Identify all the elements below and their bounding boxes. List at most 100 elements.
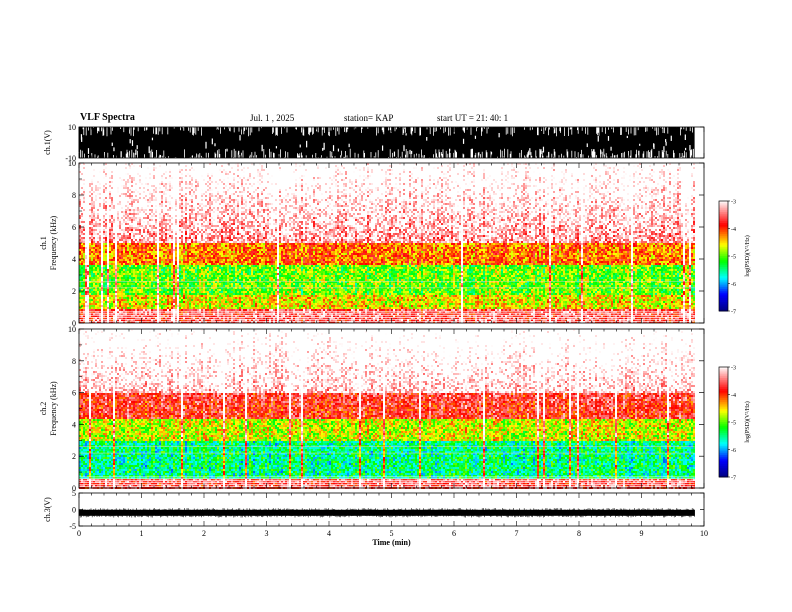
spectrogram-cell: [481, 209, 483, 211]
spectrogram-cell: [515, 215, 517, 217]
spectrogram-cell: [91, 215, 93, 217]
spectrogram-cell: [409, 235, 411, 237]
spectrogram-cell: [483, 193, 485, 195]
spectrogram-cell: [205, 191, 207, 193]
spectrogram-cell: [91, 187, 93, 189]
spectrogram-cell: [81, 231, 83, 233]
spectrogram-cell: [81, 195, 83, 197]
spectrogram-cell: [503, 233, 505, 235]
spectrogram-cell: [209, 227, 211, 229]
spectrogram-cell: [415, 237, 417, 239]
spectrogram-cell: [637, 205, 639, 207]
spectrogram-cell: [183, 195, 185, 197]
spectrogram-cell: [211, 203, 213, 205]
spectrogram-cell: [123, 229, 125, 231]
spectrogram-cell: [113, 237, 115, 239]
spectrogram-cell: [533, 207, 535, 209]
spectrogram-cell: [161, 223, 163, 225]
spectrogram-cell: [569, 201, 571, 203]
spectrogram-cell: [553, 209, 555, 211]
spectrogram-cell: [139, 187, 141, 189]
spectrogram-cell: [517, 197, 519, 199]
spectrogram-cell: [229, 199, 231, 201]
spectrogram-cell: [577, 231, 579, 233]
spectrogram-cell: [623, 227, 625, 229]
spectrogram-cell: [275, 231, 277, 233]
spectrogram-cell: [191, 211, 193, 213]
spectrogram-cell: [365, 189, 367, 191]
spectrogram-cell: [545, 235, 547, 237]
spectrogram-cell: [419, 233, 421, 235]
spectrogram-cell: [111, 203, 113, 205]
spectrogram-cell: [423, 205, 425, 207]
spectrogram-cell: [91, 195, 93, 197]
spectrogram-cell: [179, 229, 181, 231]
spectrogram-cell: [343, 213, 345, 215]
spectrogram-cell: [413, 201, 415, 203]
spectrogram-cell: [153, 185, 155, 187]
spectrogram-cell: [317, 201, 319, 203]
spectrogram-cell: [143, 191, 145, 193]
spectrogram-cell: [363, 183, 365, 185]
spectrogram-cell: [513, 211, 515, 213]
spectrogram-cell: [691, 175, 693, 177]
spectrogram-cell: [507, 205, 509, 207]
spectrogram-cell: [415, 229, 417, 231]
spectrogram-cell: [443, 229, 445, 231]
spectrogram-cell: [587, 219, 589, 221]
spectrogram-cell: [509, 217, 511, 219]
spectrogram-cell: [449, 237, 451, 239]
spectrogram-cell: [161, 181, 163, 183]
spectrogram-cell: [289, 219, 291, 221]
spectrogram-cell: [679, 201, 681, 203]
spectrogram-cell: [531, 229, 533, 231]
spectrogram-cell: [403, 169, 405, 171]
spectrogram-cell: [293, 197, 295, 199]
spectrogram-cell: [349, 231, 351, 233]
spectrogram-cell: [503, 201, 505, 203]
spectrogram-cell: [233, 237, 235, 239]
spectrogram-cell: [499, 233, 501, 235]
spectrogram-cell: [441, 211, 443, 213]
ch1-waveform-gap: [639, 143, 641, 146]
spectrogram-cell: [261, 239, 263, 241]
spectrogram-cell: [639, 223, 641, 225]
spectrogram-cell: [463, 193, 465, 195]
spectrogram-cell: [131, 179, 133, 181]
spectrogram-cell: [647, 211, 649, 213]
spectrogram-cell: [149, 191, 151, 193]
spectrogram-cell: [433, 231, 435, 233]
spectrogram-cell: [451, 197, 453, 199]
spectrogram-cell: [525, 219, 527, 221]
spectrogram-cell: [517, 199, 519, 201]
spectrogram-cell: [395, 215, 397, 217]
spectrogram-cell: [345, 173, 347, 175]
spectrogram-cell: [663, 165, 665, 167]
spectrogram-cell: [175, 219, 177, 221]
spectrogram-cell: [591, 237, 593, 239]
spectrogram-cell: [321, 211, 323, 213]
spectrogram-cell: [503, 177, 505, 179]
ch1-waveform-gap: [148, 146, 150, 154]
spectrogram-cell: [385, 221, 387, 223]
spectrogram-cell: [281, 213, 283, 215]
spectrogram-cell: [269, 229, 271, 231]
spectrogram-cell: [517, 211, 519, 213]
spectrogram-cell: [643, 201, 645, 203]
spectrogram-cell: [577, 203, 579, 205]
spectrogram-cell: [189, 225, 191, 227]
spectrogram-cell: [89, 223, 91, 225]
spectrogram-cell: [661, 207, 663, 209]
spectrogram-cell: [137, 221, 139, 223]
spectrogram-cell: [361, 183, 363, 185]
spectrogram-cell: [229, 187, 231, 189]
spectrogram-cell: [553, 217, 555, 219]
spectrogram-cell: [335, 179, 337, 181]
spectrogram-cell: [397, 235, 399, 237]
spectrogram-cell: [139, 239, 141, 241]
spectrogram-cell: [207, 225, 209, 227]
spectrogram-cell: [353, 199, 355, 201]
spectrogram-cell: [467, 207, 469, 209]
spectrogram-cell: [423, 211, 425, 213]
spectrogram-cell: [317, 203, 319, 205]
